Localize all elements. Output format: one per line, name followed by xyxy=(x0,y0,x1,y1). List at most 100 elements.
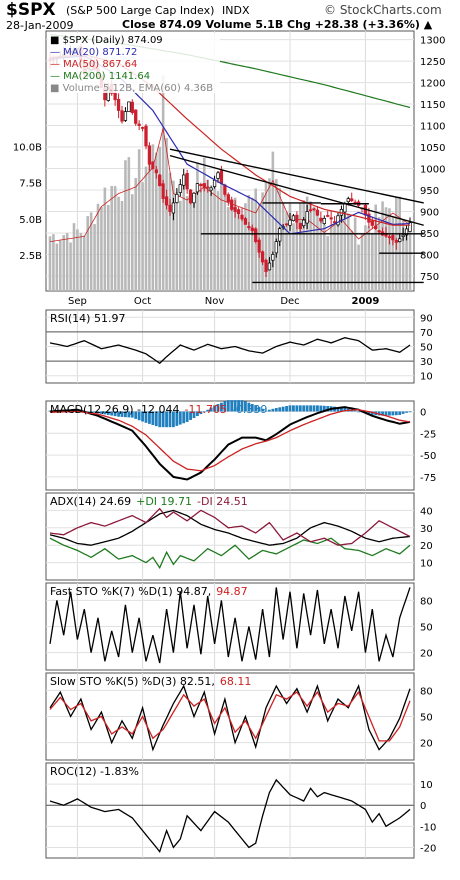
volume-bar xyxy=(124,160,127,291)
macd-histogram-bar xyxy=(370,411,374,415)
volume-bar xyxy=(336,223,340,291)
volume-bar xyxy=(343,210,347,291)
macd-histogram-bar xyxy=(220,402,223,412)
candle-body xyxy=(291,215,296,221)
candle-body xyxy=(130,101,134,114)
volume-bar xyxy=(182,176,185,291)
volume-bar xyxy=(175,191,179,291)
macd-histogram-bar xyxy=(261,408,264,412)
candle-body xyxy=(178,184,182,193)
faststo-legend-0: Fast STO %K(7) %D(1) 94.87, xyxy=(50,585,211,598)
candle-body xyxy=(219,170,224,184)
volume-bar xyxy=(230,204,233,291)
rsi-axis-ytick-2: 50 xyxy=(420,343,433,354)
volume-bar xyxy=(302,200,305,291)
candle-body xyxy=(147,145,152,165)
volume-bar xyxy=(113,186,117,291)
volume-bar xyxy=(251,197,254,291)
candle-body xyxy=(134,109,138,124)
macd-histogram-bar xyxy=(295,405,299,412)
macd-histogram-bar xyxy=(340,407,343,412)
candle-body xyxy=(116,98,121,111)
volume-axis-tick-3: 2.5B xyxy=(19,251,42,262)
roc-axis-ytick-3: -20 xyxy=(420,843,436,854)
price-axis-ytick-11: 750 xyxy=(420,272,439,283)
faststo-axis-ytick-0: 80 xyxy=(420,596,433,607)
volume-bar xyxy=(388,208,391,291)
macd-histogram-bar xyxy=(247,402,251,412)
macd-histogram-bar xyxy=(130,411,134,418)
volume-bar xyxy=(83,235,86,291)
macd-histogram-bar xyxy=(148,411,151,424)
price-legend-bg xyxy=(48,33,220,93)
macd-histogram-bar xyxy=(322,405,326,412)
macd-histogram-bar xyxy=(110,411,114,416)
volume-bar xyxy=(117,196,120,291)
macd-histogram-bar xyxy=(202,411,206,413)
volume-bar xyxy=(264,182,268,291)
macd-histogram-bar xyxy=(113,411,117,417)
volume-bar xyxy=(227,207,230,291)
volume-bar xyxy=(309,201,312,291)
volume-bar xyxy=(237,212,240,291)
macd-histogram-bar xyxy=(305,405,309,412)
volume-bar xyxy=(292,223,295,291)
candle-body xyxy=(295,214,299,223)
candle-body xyxy=(271,254,275,261)
volume-bar xyxy=(319,219,323,291)
volume-bar xyxy=(288,203,292,291)
candle-body xyxy=(161,183,165,199)
candle-body xyxy=(254,228,258,242)
macd-histogram-bar xyxy=(216,404,220,412)
candle-body xyxy=(199,184,203,187)
slowsto-axis-ytick-0: 80 xyxy=(420,686,433,697)
volume-bar xyxy=(316,213,319,291)
candle-body xyxy=(154,169,158,174)
volume-bar xyxy=(213,179,216,291)
candle-body xyxy=(305,211,309,224)
brand-watermark: © StockCharts.com xyxy=(324,3,442,17)
volume-bar xyxy=(295,218,299,291)
macd-histogram-bar xyxy=(391,411,395,416)
macd-histogram-bar xyxy=(178,411,182,425)
volume-bar xyxy=(52,234,55,291)
exchange-label: INDX xyxy=(222,4,250,17)
volume-bar xyxy=(141,182,144,291)
price-legend-4: ■ Volume 5.12B, EMA(60) 4.36B xyxy=(50,83,213,94)
roc-series-line-0 xyxy=(49,778,411,854)
candle-body xyxy=(195,183,200,193)
volume-bar xyxy=(326,236,329,291)
volume-bar xyxy=(203,157,206,291)
faststo-series-line-0 xyxy=(49,587,411,664)
price-xtick-4: 2009 xyxy=(352,296,380,307)
volume-bar xyxy=(271,151,275,291)
candle-body xyxy=(120,110,124,122)
roc-axis-ytick-0: 10 xyxy=(420,780,433,791)
adx-panel-frame xyxy=(45,492,415,581)
candle-body xyxy=(264,259,268,273)
volume-bar xyxy=(96,203,100,291)
volume-bar xyxy=(151,144,155,291)
volume-bar xyxy=(244,203,247,291)
volume-bar xyxy=(107,204,110,291)
slowsto-axis-ytick-2: 20 xyxy=(420,739,433,750)
macd-histogram-bar xyxy=(134,411,138,419)
roc-axis-ytick-1: 0 xyxy=(420,801,426,812)
macd-histogram-bar xyxy=(196,411,199,417)
candle-body xyxy=(226,194,230,203)
macd-histogram-bar xyxy=(124,411,127,418)
candle-body xyxy=(394,239,398,243)
volume-axis-tick-2: 5.0B xyxy=(19,215,42,226)
volume-bar xyxy=(323,224,326,291)
volume-bar xyxy=(189,193,192,291)
volume-bar xyxy=(333,221,336,291)
candle-body xyxy=(408,222,412,232)
macd-histogram-bar xyxy=(172,411,175,428)
macd-legend-1: -11.705 xyxy=(185,403,227,416)
adx-legend-2: -DI 24.51 xyxy=(197,495,248,508)
roc-axis-ytick-2: -10 xyxy=(420,822,436,833)
candle-body xyxy=(240,214,244,220)
volume-bar xyxy=(179,200,182,291)
roc-legend-0: ROC(12) -1.83% xyxy=(50,765,139,778)
